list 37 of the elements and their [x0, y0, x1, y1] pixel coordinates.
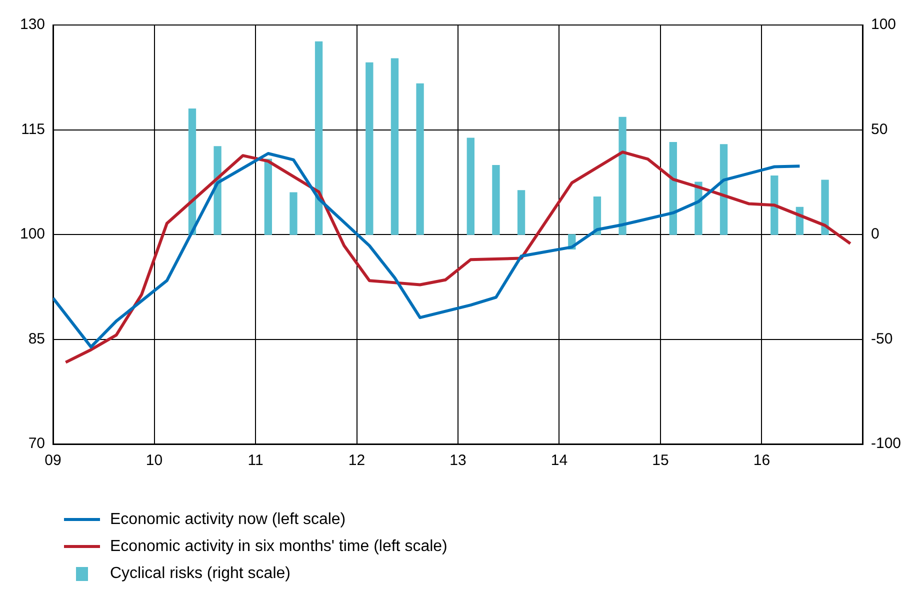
bar — [593, 196, 602, 235]
bar — [314, 41, 323, 235]
bar — [821, 180, 829, 235]
x-tick-label: 11 — [248, 452, 264, 470]
bar — [618, 116, 626, 235]
y2-tick-label: -50 — [870, 330, 893, 348]
bar — [390, 58, 399, 235]
legend-label: Economic activity now (left scale) — [110, 510, 346, 530]
y2-tick-label: 50 — [870, 120, 888, 138]
legend-label: Cyclical risks (right scale) — [110, 564, 290, 584]
x-tick-label: 10 — [146, 452, 163, 470]
bar — [366, 62, 374, 235]
x-tick-label: 12 — [348, 452, 366, 470]
bar — [466, 138, 474, 235]
y-tick-label: 70 — [28, 435, 46, 452]
y2-tick-label: 100 — [870, 16, 896, 34]
x-tick-label: 13 — [450, 452, 466, 470]
y-tick-label: 100 — [20, 226, 46, 243]
x-tick-label: 09 — [44, 452, 62, 470]
y-tick-label: 130 — [20, 16, 46, 34]
y-tick-label: 85 — [28, 330, 46, 348]
bar — [770, 176, 778, 235]
bar — [264, 158, 272, 235]
y-tick-label: 115 — [21, 120, 46, 138]
bar — [720, 144, 728, 235]
bar — [517, 190, 526, 235]
y2-tick-label: -100 — [870, 435, 902, 452]
legend-label: Economic activity in six months' time (left scale) — [110, 537, 448, 557]
bar — [669, 142, 677, 235]
bar — [290, 192, 298, 235]
bar — [492, 165, 500, 235]
x-tick-label: 15 — [652, 452, 669, 470]
x-tick-label: 16 — [753, 452, 770, 470]
bar — [416, 83, 424, 235]
bar — [188, 108, 196, 235]
x-tick-label: 14 — [550, 452, 568, 470]
y2-tick-label: 0 — [870, 226, 880, 243]
